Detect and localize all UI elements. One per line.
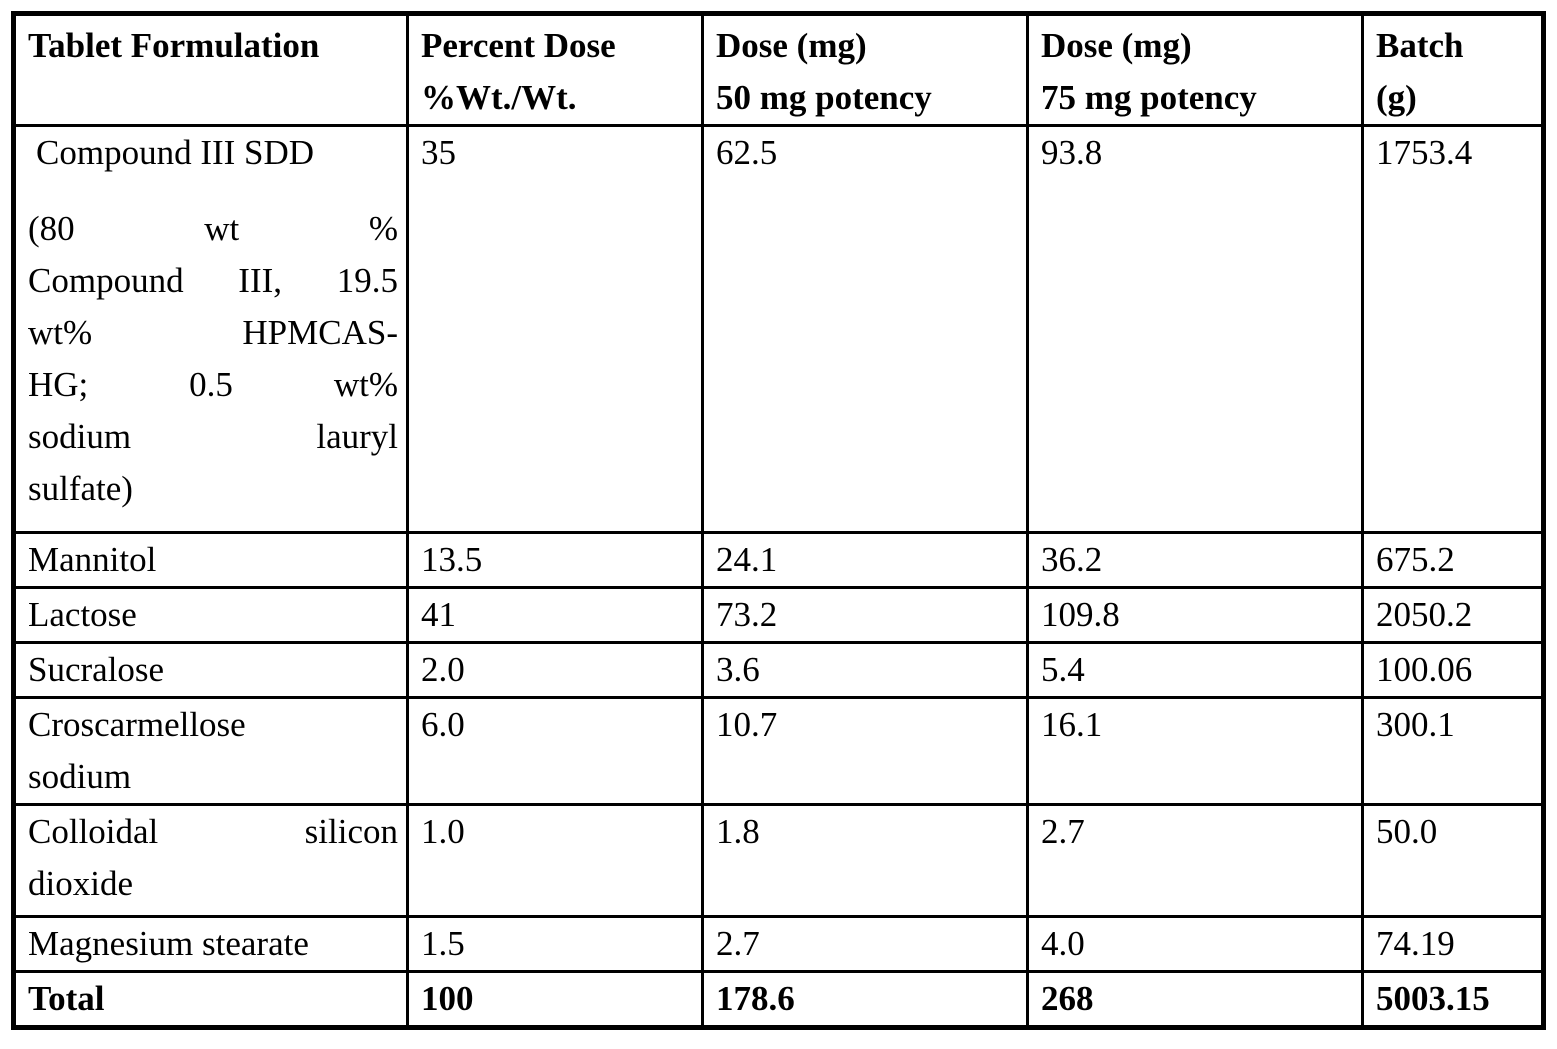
batch-g-cell: 2050.2: [1361, 586, 1545, 644]
formulation-line: sodium lauryl: [28, 417, 398, 456]
percent-dose-cell: 2.0: [406, 641, 704, 699]
formulation-line: Total: [28, 979, 105, 1018]
table-row: Colloidal silicon dioxide 1.0 1.8 2.7 50.0: [12, 803, 1545, 918]
dose-75mg-cell: 109.8: [1026, 586, 1364, 644]
formulation-line: Colloidal silicon: [28, 812, 398, 851]
dose-50mg-cell: 2.7: [701, 915, 1029, 973]
dose-75mg-cell: 268: [1026, 970, 1364, 1029]
dose-75mg-cell: 2.7: [1026, 803, 1364, 918]
formulation-cell: Croscarmellose sodium: [12, 696, 409, 806]
dose-75mg-cell: 4.0: [1026, 915, 1364, 973]
dose-75mg-cell: 93.8: [1026, 124, 1364, 534]
batch-g-cell: 675.2: [1361, 531, 1545, 589]
batch-g-cell: 50.0: [1361, 803, 1545, 918]
percent-dose-cell: 41: [406, 586, 704, 644]
table-body: Compound III SDD (80 wt % Compound III, 19…: [12, 124, 1545, 1029]
batch-g-cell: 100.06: [1361, 641, 1545, 699]
formulation-line: (80 wt %: [28, 209, 398, 248]
table-row: Total 100 178.6 268 5003.15: [12, 970, 1545, 1029]
header-cell: Batch (g): [1361, 12, 1545, 127]
header-cell: Percent Dose %Wt./Wt.: [406, 12, 704, 127]
table-row: Compound III SDD (80 wt % Compound III, 19…: [12, 124, 1545, 534]
batch-g-cell: 74.19: [1361, 915, 1545, 973]
formulation-cell: Compound III SDD (80 wt % Compound III, 19…: [12, 124, 409, 534]
formulation-cell: Total: [12, 970, 409, 1029]
dose-50mg-cell: 62.5: [701, 124, 1029, 534]
dose-50mg-cell: 24.1: [701, 531, 1029, 589]
formulation-line: Sucralose: [28, 650, 165, 689]
header-line: Dose (mg): [716, 26, 867, 65]
header-cell: Tablet Formulation: [12, 12, 409, 127]
table-row: Croscarmellose sodium 6.0 10.7 16.1 300.1: [12, 696, 1545, 806]
formulation-line: Compound III, 19.5: [28, 261, 398, 300]
header-line: Batch: [1376, 26, 1464, 65]
table-row: Lactose 41 73.2 109.8 2050.2: [12, 586, 1545, 644]
dose-75mg-cell: 5.4: [1026, 641, 1364, 699]
formulation-line: Croscarmellose: [28, 705, 246, 744]
header-line: (g): [1376, 78, 1417, 117]
dose-50mg-cell: 1.8: [701, 803, 1029, 918]
formulation-cell: Colloidal silicon dioxide: [12, 803, 409, 918]
dose-50mg-cell: 178.6: [701, 970, 1029, 1029]
formulation-cell: Magnesium stearate: [12, 915, 409, 973]
formulation-line: HG; 0.5 wt%: [28, 365, 398, 404]
header-line: %Wt./Wt.: [421, 78, 577, 117]
formulation-line: dioxide: [28, 864, 133, 903]
formulation-cell: Mannitol: [12, 531, 409, 589]
formulation-line: sulfate): [28, 469, 133, 508]
dose-75mg-cell: 16.1: [1026, 696, 1364, 806]
header-line: Dose (mg): [1041, 26, 1192, 65]
percent-dose-cell: 6.0: [406, 696, 704, 806]
batch-g-cell: 1753.4: [1361, 124, 1545, 534]
dose-50mg-cell: 10.7: [701, 696, 1029, 806]
formulation-line: Lactose: [28, 595, 137, 634]
header-line: 50 mg potency: [716, 78, 932, 117]
dose-50mg-cell: 3.6: [701, 641, 1029, 699]
header-line: Percent Dose: [421, 26, 616, 65]
batch-g-cell: 5003.15: [1361, 970, 1545, 1029]
header-line: Tablet Formulation: [28, 26, 320, 65]
formulation-cell: Sucralose: [12, 641, 409, 699]
percent-dose-cell: 35: [406, 124, 704, 534]
table-row: Magnesium stearate 1.5 2.7 4.0 74.19: [12, 915, 1545, 973]
batch-g-cell: 300.1: [1361, 696, 1545, 806]
dose-50mg-cell: 73.2: [701, 586, 1029, 644]
formulation-line: Mannitol: [28, 540, 157, 579]
percent-dose-cell: 1.0: [406, 803, 704, 918]
percent-dose-cell: 1.5: [406, 915, 704, 973]
table-row: Sucralose 2.0 3.6 5.4 100.06: [12, 641, 1545, 699]
formulation-cell: Lactose: [12, 586, 409, 644]
tablet-formulation-table: Tablet Formulation Percent Dose %Wt./Wt. Do…: [11, 11, 1546, 1030]
formulation-line: sodium: [28, 757, 132, 796]
formulation-line: Compound III SDD: [36, 133, 315, 172]
table-header: Tablet Formulation Percent Dose %Wt./Wt. Do…: [12, 12, 1545, 127]
header-cell: Dose (mg) 50 mg potency: [701, 12, 1029, 127]
table-row: Mannitol 13.5 24.1 36.2 675.2: [12, 531, 1545, 589]
header-line: 75 mg potency: [1041, 78, 1257, 117]
percent-dose-cell: 13.5: [406, 531, 704, 589]
header-cell: Dose (mg) 75 mg potency: [1026, 12, 1364, 127]
formulation-line: Magnesium stearate: [28, 924, 309, 963]
percent-dose-cell: 100: [406, 970, 704, 1029]
formulation-line: wt% HPMCAS-: [28, 313, 398, 352]
header-row: Tablet Formulation Percent Dose %Wt./Wt. Do…: [12, 12, 1545, 127]
dose-75mg-cell: 36.2: [1026, 531, 1364, 589]
